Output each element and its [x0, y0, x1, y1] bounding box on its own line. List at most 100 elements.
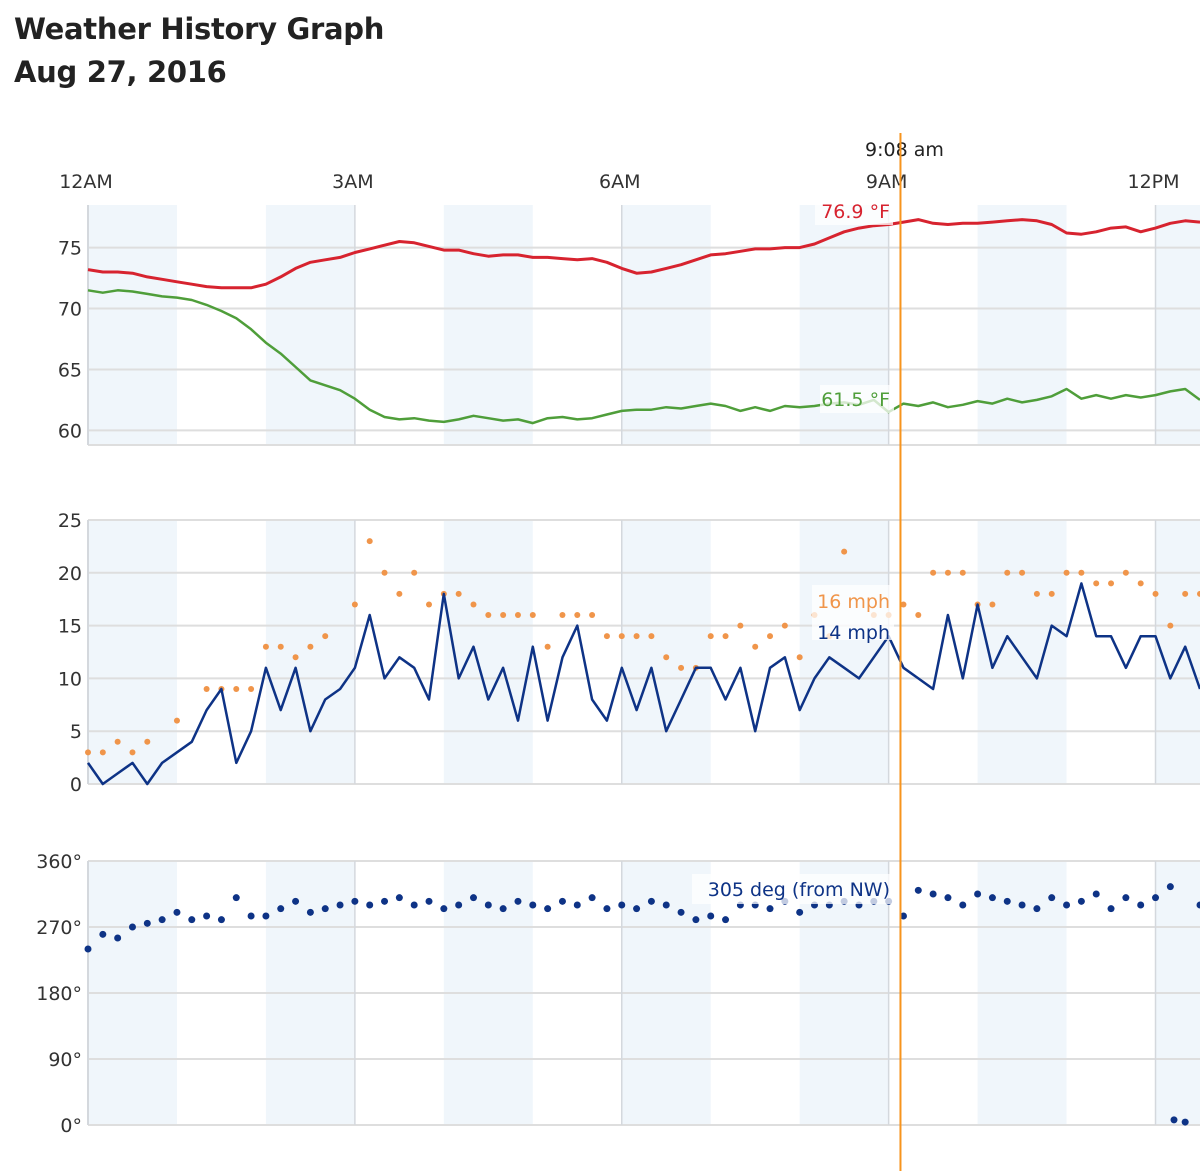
wind-direction-point	[381, 897, 389, 905]
gust-point	[529, 612, 536, 619]
gust-point	[277, 643, 284, 650]
gust-point	[129, 749, 136, 756]
wind-direction-point	[573, 901, 581, 909]
gust-point	[248, 685, 255, 692]
gust-point	[396, 590, 403, 597]
wind-direction-point	[603, 905, 611, 913]
wind-direction-point	[188, 916, 196, 924]
wind-direction-point	[158, 916, 166, 924]
gust-point	[663, 654, 670, 661]
wind-direction-point	[1181, 1118, 1189, 1126]
hour-band	[265, 205, 355, 445]
x-tick-label: 6AM	[599, 171, 640, 193]
gust-point	[944, 569, 951, 576]
gust-point	[1093, 580, 1100, 587]
gust-point	[1122, 569, 1129, 576]
wind-direction-point	[988, 894, 996, 902]
wind-direction-point	[292, 897, 300, 905]
wind-direction-point	[173, 908, 181, 916]
wind-direction-point	[84, 945, 92, 953]
wind-direction-point	[143, 919, 151, 927]
wind-direction-point	[692, 916, 700, 924]
wind-direction-point	[1196, 901, 1200, 909]
gust-point	[262, 643, 269, 650]
gust-point	[589, 612, 596, 619]
gust-point	[559, 612, 566, 619]
y-tick-label: 70	[58, 299, 82, 321]
dewpoint-readout: 61.5 °F	[821, 389, 890, 411]
wind-direction-point	[1107, 905, 1115, 913]
hour-band	[443, 205, 533, 445]
wind-direction-point	[114, 934, 122, 942]
gust-point	[470, 601, 477, 608]
y-tick-label: 90°	[48, 1049, 82, 1071]
gust-point	[1182, 590, 1189, 597]
label-background	[812, 585, 894, 640]
wind-direction-point	[469, 894, 477, 902]
gust-point	[752, 643, 759, 650]
gust-point	[426, 601, 433, 608]
wind-direction-point	[944, 894, 952, 902]
gust-point	[1137, 580, 1144, 587]
wind-direction-point	[914, 886, 922, 894]
wind-direction-point	[1018, 901, 1026, 909]
gust-point	[900, 601, 907, 608]
wind-direction-point	[321, 905, 329, 913]
y-tick-label: 270°	[36, 917, 82, 939]
x-tick-label: 12AM	[59, 171, 113, 193]
wind-direction-point	[262, 912, 270, 920]
y-tick-label: 10	[58, 668, 82, 690]
y-tick-label: 0°	[60, 1115, 82, 1137]
gust-point	[648, 633, 655, 640]
wind-direction-point	[203, 912, 211, 920]
gust-point	[485, 612, 492, 619]
wind-direction-point	[722, 916, 730, 924]
wind-direction-point	[618, 901, 626, 909]
wind-direction-point	[128, 923, 136, 931]
label-background	[692, 874, 894, 904]
wind-direction-point	[247, 912, 255, 920]
wind-direction-point	[662, 901, 670, 909]
gust-point	[455, 590, 462, 597]
wind-direction-point	[529, 901, 537, 909]
y-tick-label: 360°	[36, 851, 82, 873]
y-tick-label: 60	[58, 420, 82, 442]
page-date: Aug 27, 2016	[14, 55, 227, 89]
temperature-line	[87, 218, 1200, 290]
gust-point	[173, 717, 180, 724]
wind-speed-line	[86, 582, 1200, 786]
wind-direction-point	[707, 912, 715, 920]
wind-direction-point	[1122, 894, 1130, 902]
y-tick-label: 15	[58, 616, 82, 638]
gust-point	[989, 601, 996, 608]
hour-band	[977, 520, 1067, 784]
wind-direction-point	[558, 897, 566, 905]
wind-direction-point	[1063, 901, 1071, 909]
wind-direction-point	[633, 905, 641, 913]
wind-direction-point	[1033, 905, 1041, 913]
wind-direction-point	[974, 890, 982, 898]
wind-direction-point	[232, 894, 240, 902]
wind-direction-point	[217, 916, 225, 924]
wind-direction-point	[796, 908, 804, 916]
wind-direction-point	[1092, 890, 1100, 898]
panel-1: 60 65 70 75	[58, 205, 1200, 446]
hour-band	[1155, 205, 1200, 445]
y-tick-label: 0	[70, 774, 82, 796]
gust-point	[1048, 590, 1055, 597]
gust-point	[1004, 569, 1011, 576]
panel-2: 0 5 10 15 20 25	[58, 510, 1200, 796]
hour-band	[443, 520, 533, 784]
gust-point	[1152, 590, 1159, 597]
wind-direction-point	[425, 897, 433, 905]
gust-point	[381, 569, 388, 576]
gust-point	[514, 612, 521, 619]
dewpoint-line	[87, 289, 1200, 425]
gust-point	[678, 664, 685, 671]
gust-point	[1108, 580, 1115, 587]
x-tick-label: 12PM	[1128, 171, 1180, 193]
gust-point	[322, 633, 329, 640]
wind-direction-point	[499, 905, 507, 913]
wind-direction-point	[455, 901, 463, 909]
